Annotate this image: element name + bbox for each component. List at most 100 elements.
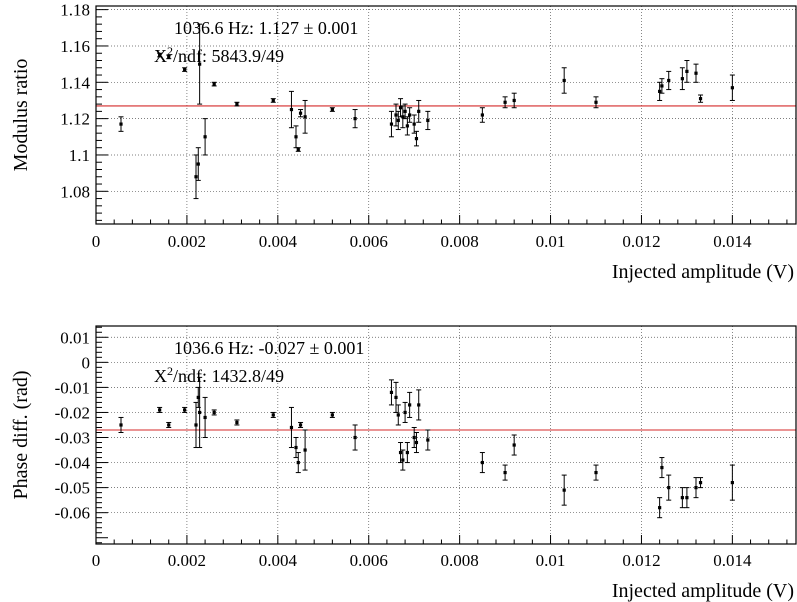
data-point bbox=[401, 115, 405, 119]
data-point bbox=[480, 113, 484, 117]
y-tick-label: -0.06 bbox=[55, 504, 90, 523]
data-point bbox=[658, 506, 662, 510]
data-point bbox=[194, 175, 198, 179]
data-point bbox=[426, 118, 430, 123]
data-point bbox=[694, 486, 698, 490]
data-point bbox=[330, 107, 334, 112]
y-tick-label: -0.04 bbox=[55, 454, 91, 473]
data-point bbox=[398, 450, 403, 455]
data-point bbox=[271, 98, 275, 103]
x-tick-label: 0.006 bbox=[350, 551, 388, 570]
data-point bbox=[303, 448, 307, 452]
data-point bbox=[394, 113, 398, 117]
data-point bbox=[158, 53, 162, 57]
data-point bbox=[480, 460, 484, 465]
data-point bbox=[680, 77, 684, 81]
plot-frame bbox=[95, 325, 797, 545]
data-point bbox=[408, 403, 412, 407]
data-point bbox=[730, 481, 734, 485]
chi2-value: /ndf: 1432.8/49 bbox=[173, 366, 284, 386]
y-tick-label: 1.16 bbox=[60, 37, 90, 56]
data-point bbox=[694, 71, 698, 75]
data-point bbox=[594, 470, 598, 475]
chi2-value: /ndf: 5843.9/49 bbox=[173, 46, 284, 66]
data-point bbox=[403, 109, 407, 113]
y-tick-label: 1.08 bbox=[60, 182, 90, 201]
data-point bbox=[512, 443, 516, 447]
x-tick-label: 0.012 bbox=[622, 551, 660, 570]
data-point bbox=[330, 413, 334, 417]
y-tick-label: 0 bbox=[82, 353, 91, 372]
data-point bbox=[271, 413, 275, 417]
chi2-label: X2/ndf: 1432.8/49 bbox=[154, 364, 284, 386]
data-point bbox=[412, 122, 416, 126]
data-point bbox=[667, 486, 671, 490]
data-point bbox=[562, 488, 566, 492]
fit-result-label: 1036.6 Hz: 1.127 ± 0.001 bbox=[174, 18, 358, 38]
x-tick-label: 0.014 bbox=[713, 232, 752, 251]
data-point bbox=[235, 102, 239, 106]
data-point bbox=[503, 470, 507, 475]
x-tick-label: 0 bbox=[92, 551, 101, 570]
data-point bbox=[426, 438, 430, 442]
x-tick-label: 0.002 bbox=[168, 232, 206, 251]
data-point bbox=[405, 450, 409, 455]
data-point bbox=[198, 62, 202, 66]
data-point bbox=[680, 496, 684, 500]
x-tick-label: 0.008 bbox=[441, 232, 479, 251]
data-point bbox=[398, 106, 403, 110]
data-point bbox=[353, 117, 357, 121]
x-axis-label: Injected amplitude (V) bbox=[612, 261, 794, 283]
y-tick-label: 1.12 bbox=[60, 110, 90, 129]
y-tick-label: -0.02 bbox=[55, 403, 90, 422]
x-axis-label: Injected amplitude (V) bbox=[612, 580, 794, 602]
data-point bbox=[414, 440, 419, 445]
y-axis-label: Phase diff. (rad) bbox=[10, 370, 32, 499]
data-point bbox=[167, 423, 171, 427]
x-tick-label: 0.014 bbox=[713, 551, 752, 570]
data-point bbox=[403, 410, 407, 415]
data-point bbox=[353, 435, 357, 440]
y-tick-label: -0.05 bbox=[55, 479, 90, 498]
x-tick-label: 0 bbox=[92, 232, 101, 251]
data-point bbox=[594, 100, 598, 104]
data-point bbox=[194, 423, 198, 427]
data-point bbox=[212, 410, 216, 415]
data-point bbox=[289, 107, 294, 112]
data-point bbox=[417, 403, 421, 407]
data-point bbox=[698, 481, 703, 485]
data-point bbox=[298, 111, 303, 115]
data-point bbox=[730, 86, 734, 90]
data-point bbox=[414, 137, 419, 141]
data-point bbox=[196, 162, 200, 166]
data-point bbox=[289, 425, 294, 430]
x-tick-label: 0.006 bbox=[350, 232, 388, 251]
data-point bbox=[408, 113, 412, 117]
data-point bbox=[405, 124, 409, 128]
data-point bbox=[562, 78, 566, 83]
x-tick-label: 0.004 bbox=[259, 551, 298, 570]
data-point bbox=[296, 460, 300, 465]
data-point bbox=[658, 89, 662, 93]
data-point bbox=[294, 135, 298, 139]
y-tick-label: -0.03 bbox=[55, 429, 90, 448]
data-point bbox=[698, 97, 703, 101]
data-point bbox=[167, 55, 171, 59]
y-tick-label: -0.01 bbox=[55, 378, 90, 397]
data-point bbox=[685, 496, 689, 500]
data-point bbox=[685, 69, 689, 73]
y-axis-label: Modulus ratio bbox=[10, 59, 32, 172]
data-point bbox=[417, 109, 421, 113]
data-point bbox=[196, 395, 200, 400]
data-point bbox=[396, 118, 400, 123]
data-point bbox=[401, 458, 405, 462]
data-point bbox=[235, 420, 239, 425]
data-point bbox=[158, 408, 162, 412]
y-tick-label: 0.01 bbox=[60, 328, 90, 347]
data-point bbox=[660, 84, 664, 88]
x-tick-label: 0.008 bbox=[441, 551, 479, 570]
data-point bbox=[389, 122, 394, 126]
x-tick-label: 0.004 bbox=[259, 232, 298, 251]
data-point bbox=[203, 135, 207, 139]
